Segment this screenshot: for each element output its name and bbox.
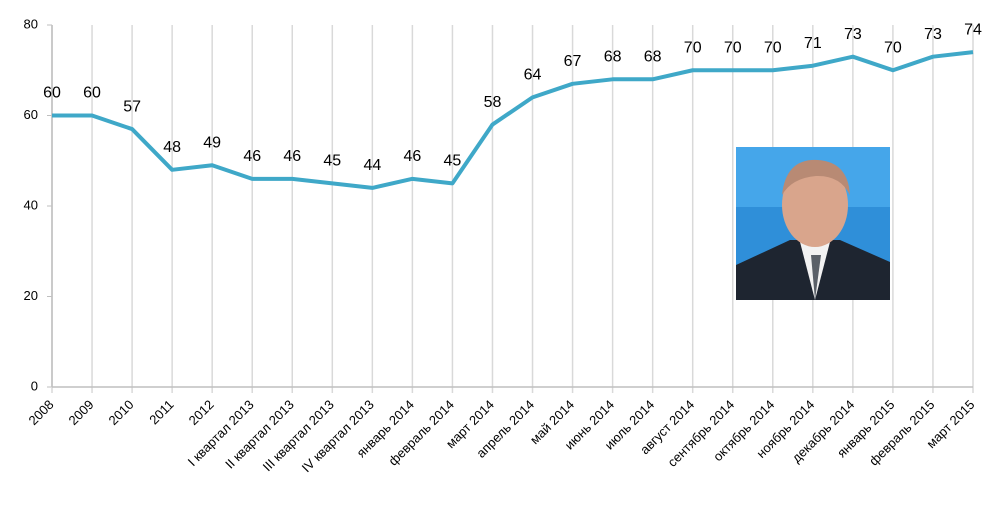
value-label: 74 [964,21,982,38]
value-label: 49 [203,134,221,151]
x-tick-label: IV квартал 2013 [299,397,377,475]
value-label: 67 [564,53,582,70]
value-label: 64 [524,67,542,84]
value-label: 48 [163,139,181,156]
y-tick-label: 80 [24,16,38,31]
x-tick-label: 2009 [66,397,97,428]
value-label: 68 [604,49,622,66]
value-label: 44 [363,157,381,174]
value-label: 70 [764,39,782,56]
value-label: 60 [43,85,61,102]
value-label: 68 [644,49,662,66]
x-tick-label: 2011 [146,397,176,427]
line [52,50,974,190]
value-label: 46 [283,148,301,165]
value-label: 71 [804,35,822,52]
value-label: 46 [243,148,261,165]
y-tick-label: 40 [24,197,38,212]
value-label: 45 [323,153,341,170]
x-tick-label: III квартал 2013 [260,397,337,474]
y-tick-label: 60 [24,107,38,122]
value-label: 58 [484,94,502,111]
y-tick-label: 0 [31,378,38,393]
photo [736,147,890,300]
value-label: 70 [684,39,702,56]
value-label: 46 [403,148,421,165]
value-label: 60 [83,85,101,102]
y-tick-label: 20 [24,288,38,303]
value-label: 57 [123,98,141,115]
value-label: 45 [444,153,462,170]
value-label: 73 [924,26,942,43]
x-tick-label: 2010 [106,397,137,428]
value-label: 73 [844,26,862,43]
x-tick-label: 2012 [186,397,217,428]
value-label: 70 [724,39,742,56]
x-tick-label: 2008 [25,397,56,428]
x-tick-label: II квартал 2013 [222,397,297,472]
value-label: 70 [884,39,902,56]
